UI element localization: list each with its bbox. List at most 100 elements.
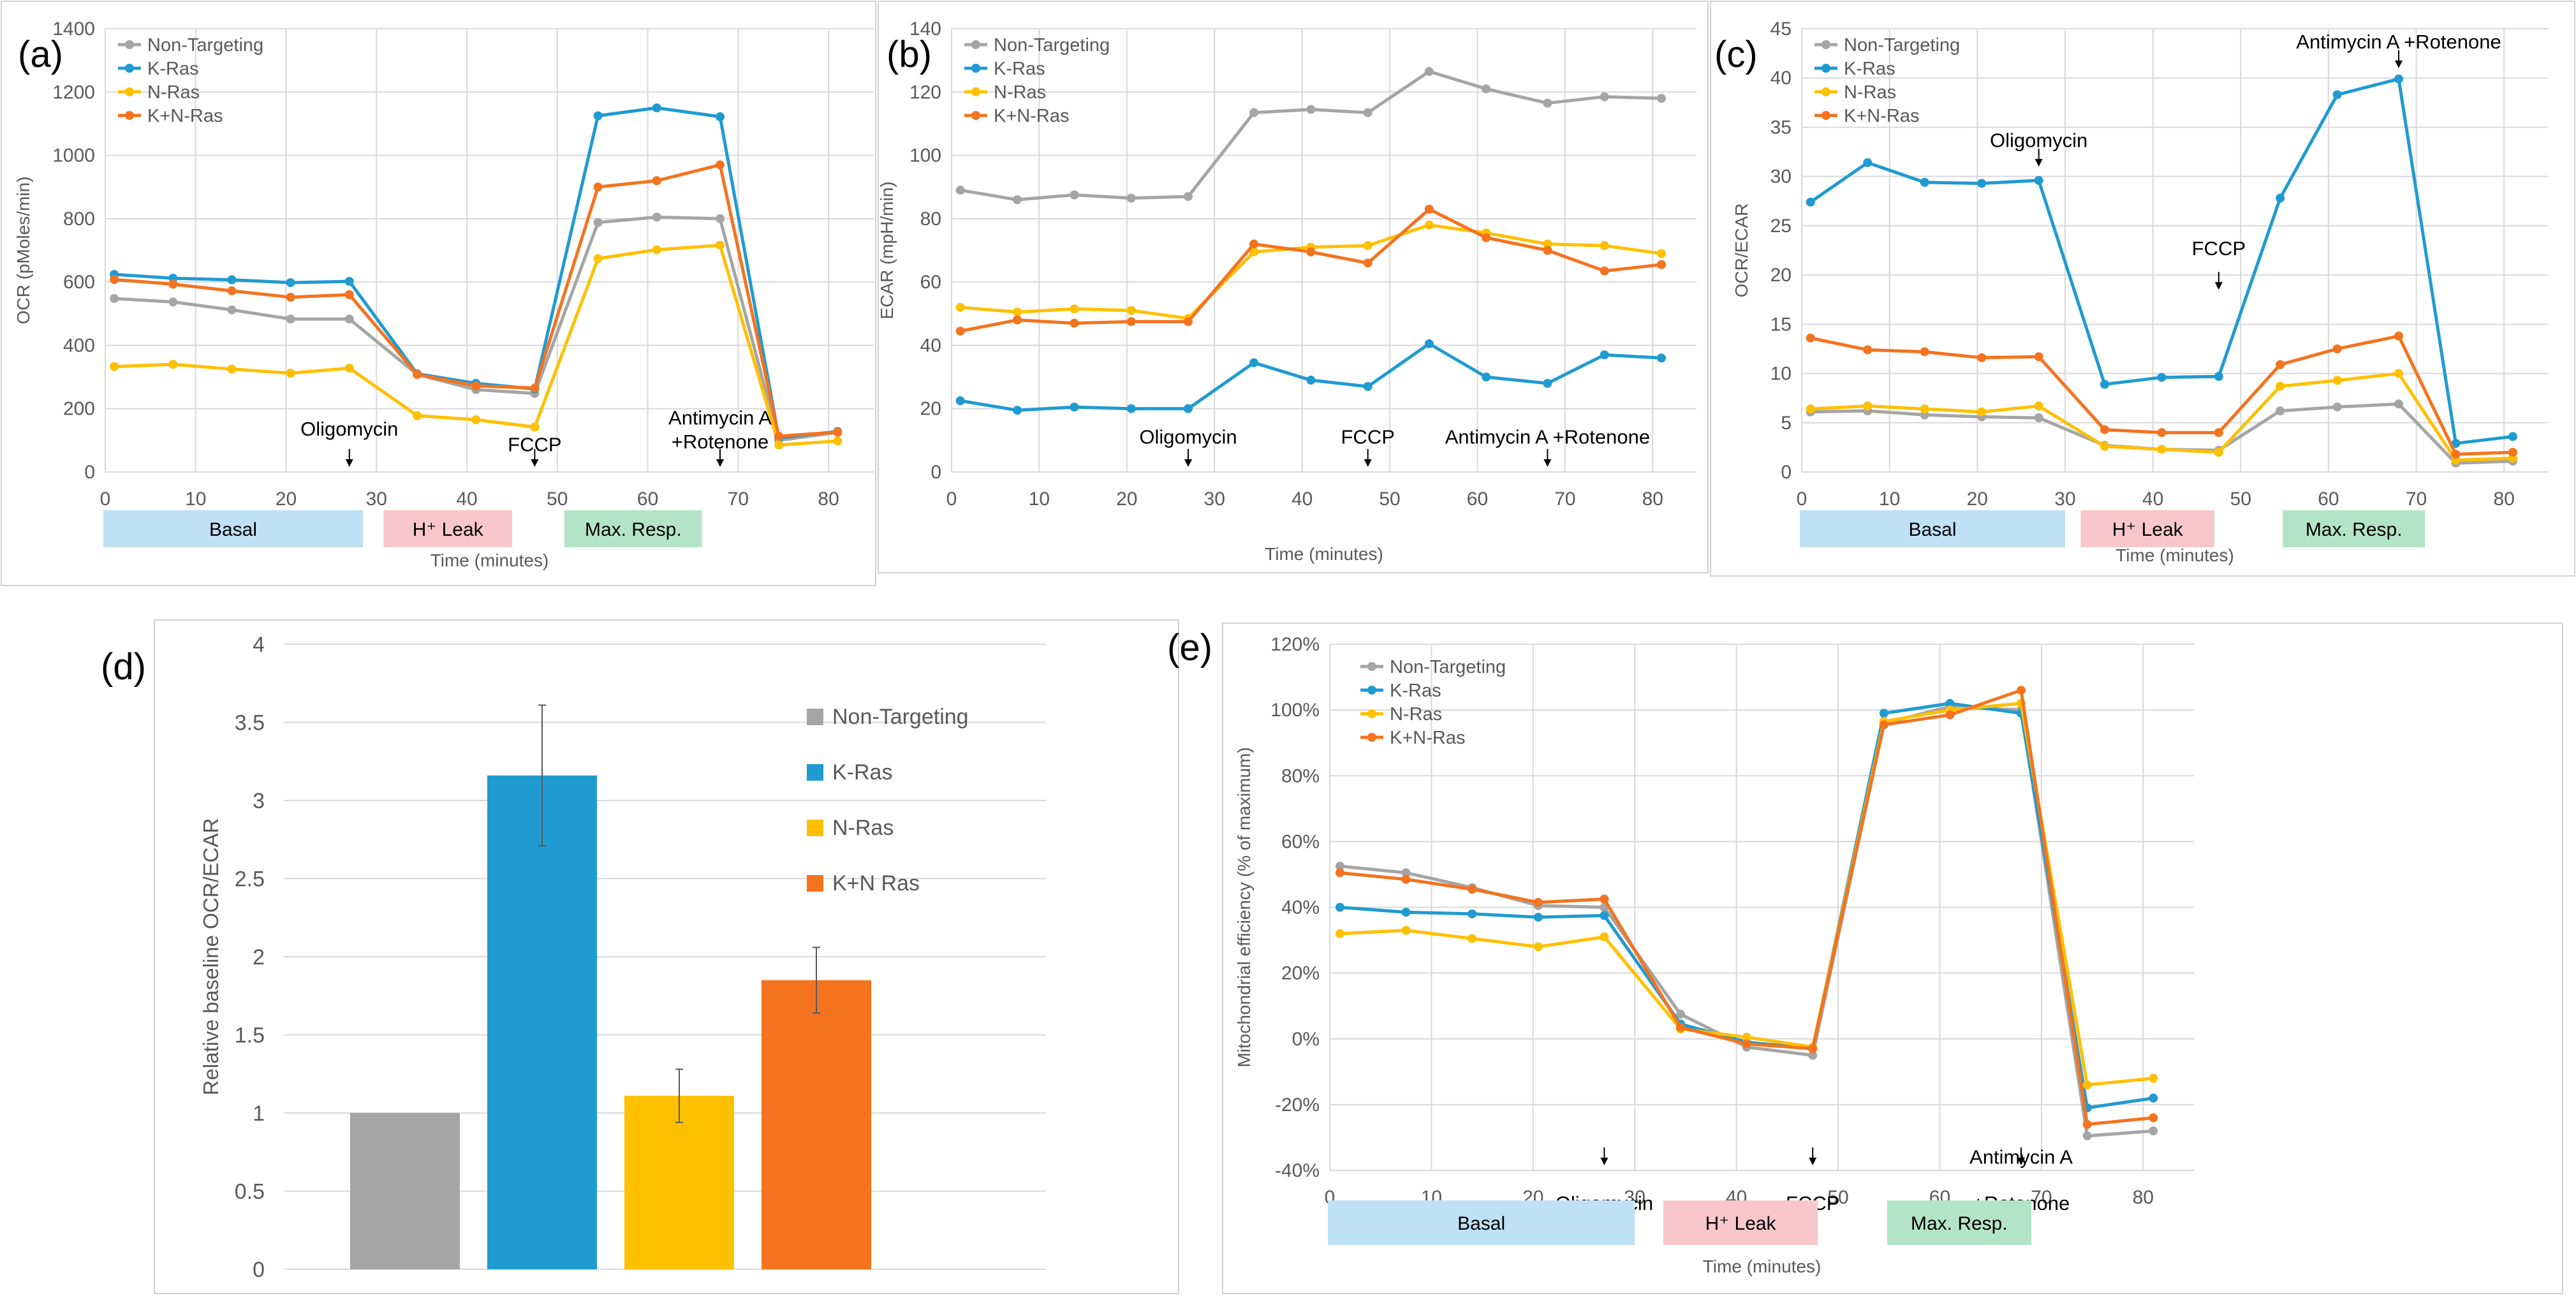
- y-tick-label: -40%: [1275, 1160, 1320, 1181]
- data-point: [530, 383, 540, 393]
- band-max-resp-: [1887, 1200, 2031, 1245]
- data-point: [1401, 925, 1411, 935]
- data-point: [716, 160, 725, 170]
- data-point: [1600, 932, 1609, 941]
- data-point: [1013, 307, 1022, 317]
- data-point: [1249, 247, 1259, 256]
- data-point: [1742, 1033, 1751, 1042]
- data-point: [227, 305, 237, 314]
- x-tick-label: 80: [2133, 1187, 2154, 1208]
- data-point: [1808, 1050, 1818, 1060]
- x-tick-label: 10: [185, 489, 206, 510]
- x-axis-label: Time (minutes): [1265, 544, 1383, 564]
- data-point: [413, 411, 422, 420]
- data-point: [286, 314, 295, 324]
- data-point: [2394, 399, 2403, 409]
- data-point: [1600, 350, 1609, 360]
- band-h-leak: [2080, 510, 2214, 547]
- x-axis-label: Time (minutes): [2116, 545, 2234, 565]
- marker-arrow-head: [531, 459, 539, 467]
- x-tick-label: 70: [2406, 489, 2427, 510]
- data-point: [1806, 333, 1815, 343]
- x-tick-label: 10: [1029, 489, 1050, 510]
- data-point: [593, 254, 603, 263]
- data-point: [2100, 425, 2109, 434]
- data-point: [344, 314, 354, 324]
- band-basal: [103, 510, 364, 547]
- data-point: [286, 292, 295, 302]
- data-point: [1363, 258, 1373, 268]
- data-point: [1184, 192, 1193, 202]
- marker-arrow-head: [345, 459, 353, 467]
- band-max-resp-: [564, 510, 702, 547]
- data-point: [1977, 407, 1987, 416]
- data-point: [652, 245, 661, 254]
- data-point: [2394, 369, 2403, 378]
- data-point: [2332, 90, 2342, 100]
- panel-label: (d): [101, 646, 146, 688]
- x-tick-label: 70: [728, 489, 749, 510]
- legend-label: Non-Targeting: [147, 35, 263, 55]
- x-tick-label: 30: [2054, 489, 2075, 510]
- data-point: [1335, 903, 1344, 912]
- data-point: [1184, 404, 1193, 413]
- panel-b: (b) 0 10 20 30 40 50 60 70 80 0 20 40 60 80 100 120 140 Ti…: [877, 1, 1709, 573]
- legend-swatch: [807, 764, 823, 781]
- data-point: [2149, 1093, 2158, 1103]
- legend-label: Non-Targeting: [832, 705, 969, 729]
- data-point: [2332, 402, 2342, 412]
- data-point: [1920, 404, 1929, 414]
- data-point: [1468, 934, 1477, 943]
- data-point: [2034, 352, 2043, 362]
- marker-arrow-head: [2035, 159, 2043, 167]
- y-tick-label: 120%: [1270, 634, 1320, 655]
- legend-swatch: [807, 709, 823, 725]
- y-axis-label: Mitochondrial efficiency (% of maximum): [1234, 747, 1254, 1067]
- marker-arrow-head: [1809, 1158, 1817, 1165]
- legend-label: K-Ras: [147, 59, 199, 79]
- data-point: [1070, 190, 1079, 200]
- data-point: [227, 364, 237, 374]
- data-point: [1070, 402, 1079, 412]
- panel-border: [1, 1, 876, 586]
- data-point: [1126, 306, 1136, 315]
- data-point: [1126, 193, 1136, 203]
- data-point: [1920, 347, 1929, 357]
- legend-label: N-Ras: [832, 816, 894, 840]
- data-point: [530, 422, 540, 432]
- data-point: [1306, 376, 1316, 385]
- data-point: [1335, 868, 1344, 878]
- y-tick-label: 1.5: [235, 1024, 265, 1048]
- legend-label: N-Ras: [1390, 704, 1442, 725]
- x-tick-label: 20: [1967, 489, 1988, 510]
- x-tick-label: 0: [100, 489, 111, 510]
- legend-marker: [125, 87, 134, 96]
- data-point: [1675, 1010, 1685, 1019]
- x-tick-label: 40: [1292, 489, 1313, 510]
- panel-label: (e): [1167, 627, 1212, 668]
- data-point: [2149, 1073, 2158, 1083]
- data-point: [1543, 246, 1552, 255]
- data-point: [2034, 175, 2043, 185]
- legend-label: K-Ras: [994, 59, 1045, 79]
- data-point: [716, 214, 725, 223]
- legend-marker: [1822, 111, 1830, 120]
- y-axis-label: ECAR (mpH/min): [877, 181, 897, 319]
- x-axis-label: Time (minutes): [431, 550, 549, 570]
- data-point: [286, 369, 295, 378]
- legend-marker: [1822, 40, 1830, 49]
- data-point: [413, 370, 422, 380]
- legend-marker: [125, 111, 134, 120]
- band-label: Max. Resp.: [2306, 519, 2403, 540]
- y-tick-label: 2.5: [235, 867, 265, 892]
- data-point: [2332, 376, 2342, 385]
- legend-marker: [971, 40, 980, 49]
- legend-marker: [1367, 662, 1376, 671]
- data-point: [1600, 92, 1609, 101]
- marker-arrow-head: [1543, 459, 1552, 467]
- band-label: H⁺ Leak: [2112, 519, 2184, 540]
- panel-a: (a)0 10 20 30 40 50 60 70 8002004006008001000120…: [1, 1, 876, 586]
- legend-label: N-Ras: [994, 82, 1046, 103]
- annotation-label: Antimycin A +Rotenone: [1445, 425, 1650, 448]
